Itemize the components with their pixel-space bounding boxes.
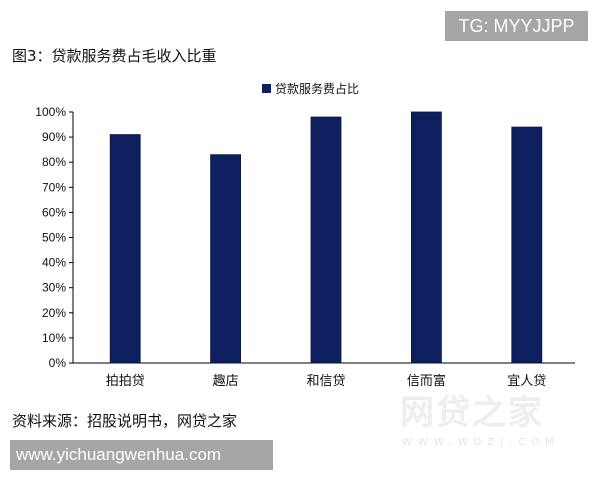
bar [410, 111, 442, 364]
logo-watermark: 网贷之家 [400, 393, 544, 433]
x-tick-label: 和信贷 [306, 374, 345, 389]
x-tick-label: 信而富 [407, 373, 446, 389]
figure-title: 图3：贷款服务费占毛收入比重 [12, 47, 217, 65]
y-tick-label: 70% [42, 180, 66, 194]
y-tick-label: 60% [42, 205, 66, 219]
y-tick-label: 10% [42, 331, 66, 345]
watermark-tag: TG: MYYJJPP [445, 11, 588, 41]
y-tick-label: 50% [42, 231, 66, 245]
bar [210, 154, 242, 364]
source-note: 资料来源：招股说明书，网贷之家 [12, 412, 238, 430]
legend-swatch [262, 84, 271, 93]
x-tick-label: 趣店 [213, 374, 239, 389]
bar [511, 126, 543, 364]
y-tick-label: 100% [35, 105, 66, 119]
bar [310, 116, 342, 364]
bar-chart: 0% 10% 20% 30% 40% 50% 60% 70% 80% 90% 100% 拍拍贷 趣店 和信… [35, 81, 575, 389]
y-tick-label: 0% [49, 356, 67, 370]
y-tick-label: 90% [42, 130, 66, 144]
x-tick-label: 拍拍贷 [106, 374, 145, 389]
y-tick-label: 20% [42, 306, 66, 320]
url-tag: www.yichuangwenhua.com [10, 440, 273, 470]
y-tick-label: 30% [42, 281, 66, 295]
x-tick-label: 宜人贷 [507, 374, 546, 389]
y-tick-label: 80% [42, 155, 66, 169]
y-tick-label: 40% [42, 256, 66, 270]
logo-watermark-sub: WWW.WDZJ.COM [402, 437, 560, 448]
bar [109, 134, 141, 364]
legend-label: 贷款服务费占比 [275, 81, 359, 96]
